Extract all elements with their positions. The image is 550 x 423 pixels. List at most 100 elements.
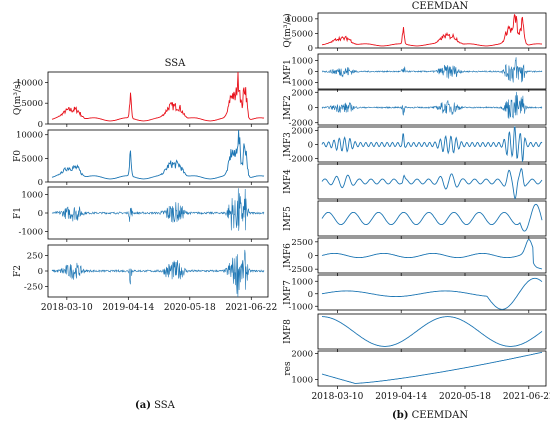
- x-tick-label: 2018-03-10: [311, 392, 363, 402]
- ceemdan-caption-text: CEEMDAN: [408, 410, 468, 421]
- subplot-f1: -1000 0 1000 F1: [13, 186, 269, 242]
- series-line-imf2: [321, 91, 543, 119]
- y-tick-label: 1000: [291, 277, 313, 287]
- series-line-imf5: [321, 203, 543, 232]
- x-tick-label: 2020-05-18: [164, 303, 216, 313]
- ceemdan-caption-letter: (b): [392, 410, 408, 421]
- y-axis-label: IMF8: [283, 319, 293, 344]
- y-tick-label: 1000: [291, 376, 313, 386]
- y-tick-label: 1000: [291, 57, 313, 67]
- subplot-frame: [317, 163, 547, 200]
- y-tick-label: 0: [38, 178, 43, 188]
- y-tick-label: -2500: [288, 265, 313, 275]
- ssa-caption-text: SSA: [151, 400, 176, 411]
- y-axis-label: IMF4: [283, 169, 293, 194]
- y-tick-label: -2000: [288, 155, 313, 165]
- y-axis-label: res: [283, 361, 293, 376]
- series-line-qms: [51, 71, 265, 122]
- subplot-f0: 0 5000 10000 F0: [13, 129, 269, 188]
- series-line-res: [321, 351, 543, 384]
- y-axis-label: Q(m³/s): [282, 13, 293, 47]
- y-tick-label: 0: [308, 44, 313, 54]
- series-line-imf4: [321, 167, 543, 200]
- ssa-caption-letter: (a): [135, 400, 151, 411]
- x-tick-label: 2018-03-10: [41, 303, 93, 313]
- subplot-frame: [317, 274, 547, 311]
- x-tick-label: 2021-06-22: [503, 392, 550, 402]
- y-tick-label: -250: [24, 282, 43, 292]
- subplot-frame: [317, 350, 547, 387]
- ceemdan-title: CEEMDAN: [412, 1, 469, 12]
- y-axis-label: F0: [13, 150, 23, 162]
- y-axis-label: IMF2: [283, 95, 293, 120]
- y-tick-label: 250: [27, 252, 43, 262]
- series-line-imf1: [321, 57, 543, 83]
- y-tick-label: -2000: [288, 119, 313, 129]
- subplots-layer: 0500010000Q(m³/s)0500010000F0-100001000F…: [12, 12, 550, 402]
- series-line-imf6: [321, 239, 543, 270]
- ssa-caption: (a) SSA: [135, 400, 176, 411]
- subplot-f2: -250 0 250 F2: [13, 244, 269, 300]
- y-tick-label: 2000: [291, 127, 313, 137]
- y-tick-label: 1000: [21, 190, 43, 200]
- y-axis-label: IMF3: [283, 132, 293, 157]
- series-line-f2: [51, 249, 265, 298]
- x-tick-label: 2019-04-14: [102, 303, 154, 313]
- ssa-title: SSA: [165, 58, 187, 69]
- y-tick-label: 2000: [291, 88, 313, 98]
- x-tick-label: 2021-06-22: [225, 303, 277, 313]
- subplot-frame: [317, 200, 547, 237]
- subplot-frame: [47, 129, 269, 183]
- y-axis-label: IMF6: [283, 243, 293, 268]
- y-tick-label: 5000: [21, 99, 43, 109]
- y-tick-label: 5000: [21, 154, 43, 164]
- y-tick-label: 10000: [16, 78, 43, 88]
- subplot-frame: [47, 71, 269, 125]
- subplot-imf8: IMF8: [283, 313, 547, 352]
- y-axis-label: F1: [13, 207, 23, 219]
- y-tick-label: 0: [38, 120, 43, 130]
- series-line-f1: [51, 188, 265, 231]
- y-tick-label: -1000: [288, 302, 313, 312]
- y-tick-label: 0: [308, 104, 313, 114]
- y-tick-label: 0: [38, 209, 43, 219]
- subplot-frame: [317, 237, 547, 274]
- subplot-imf5: IMF5: [283, 200, 547, 239]
- y-axis-label: IMF5: [283, 206, 293, 231]
- panel-ceemdan: 0500010000Q(m³/s)-100001000IMF1-20000200…: [282, 12, 550, 402]
- y-tick-label: -1000: [288, 78, 313, 88]
- y-tick-label: 0: [308, 290, 313, 300]
- subplot-frame: [317, 313, 547, 350]
- y-tick-label: 0: [308, 141, 313, 151]
- ceemdan-caption: (b) CEEMDAN: [392, 410, 468, 421]
- y-axis-label: IMF7: [283, 280, 293, 305]
- y-tick-label: 2000: [291, 350, 313, 360]
- y-tick-label: 10000: [16, 131, 43, 141]
- y-tick-label: 2500: [291, 238, 313, 248]
- x-tick-label: 2019-04-14: [375, 392, 427, 402]
- y-axis-label: Q(m³/s): [12, 81, 23, 115]
- series-line-imf8: [322, 316, 543, 347]
- subplot-frame: [317, 12, 547, 49]
- y-tick-label: -1000: [18, 228, 43, 238]
- y-tick-label: 0: [308, 68, 313, 78]
- y-tick-label: 0: [308, 252, 313, 262]
- series-line-f0: [51, 129, 265, 180]
- series-line-qms: [321, 13, 543, 47]
- y-tick-label: 10000: [286, 15, 313, 25]
- subplot-imf4: IMF4: [283, 163, 547, 202]
- series-line-imf7: [321, 277, 543, 310]
- panel-ssa: 0500010000Q(m³/s)0500010000F0-100001000F…: [12, 71, 277, 313]
- x-tick-label: 2020-05-18: [439, 392, 491, 402]
- y-axis-label: F2: [13, 265, 23, 277]
- series-line-imf3: [321, 126, 543, 163]
